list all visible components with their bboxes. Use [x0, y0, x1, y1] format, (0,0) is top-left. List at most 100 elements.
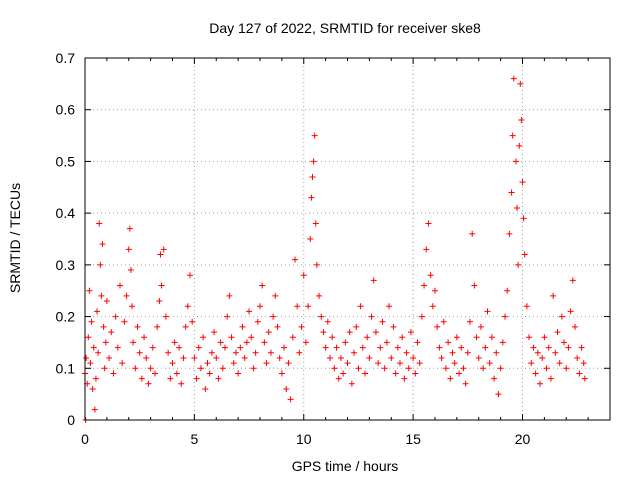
data-point [460, 365, 467, 372]
data-point [86, 287, 93, 294]
data-point [176, 344, 183, 351]
data-point [394, 344, 401, 351]
data-point [375, 360, 382, 367]
data-point [510, 75, 517, 82]
data-point [129, 303, 136, 310]
data-point [224, 313, 231, 320]
data-point [469, 230, 476, 237]
data-point [412, 370, 419, 377]
data-point [145, 380, 152, 387]
data-point [364, 334, 371, 341]
data-point [346, 329, 353, 336]
data-point [449, 349, 456, 356]
data-point [313, 261, 320, 268]
data-point [263, 360, 270, 367]
data-point [239, 323, 246, 330]
data-point [296, 349, 303, 356]
data-point [226, 292, 233, 299]
y-tick-label: 0 [67, 412, 75, 428]
data-point [302, 339, 309, 346]
data-point [117, 282, 123, 289]
data-point [125, 246, 132, 253]
data-point [418, 313, 425, 320]
data-point [143, 354, 150, 361]
data-point [348, 380, 355, 387]
data-point [528, 360, 535, 367]
data-point [530, 344, 537, 351]
data-point [311, 132, 318, 139]
data-point [246, 308, 253, 315]
data-point [552, 349, 559, 356]
data-point [569, 277, 576, 284]
data-point [132, 365, 139, 372]
x-tick-label: 15 [405, 431, 421, 447]
data-point [178, 380, 185, 387]
data-point [254, 318, 261, 325]
data-point [281, 344, 288, 351]
data-point [219, 365, 226, 372]
data-point [523, 303, 530, 310]
data-point [149, 344, 156, 351]
data-point [434, 323, 441, 330]
data-point [508, 189, 515, 196]
data-point [285, 360, 292, 367]
data-point [423, 246, 430, 253]
data-point [276, 354, 283, 361]
data-point [416, 360, 423, 367]
data-point [403, 349, 410, 356]
data-point [520, 215, 527, 222]
data-point [532, 370, 539, 377]
data-point [333, 344, 340, 351]
data-point [97, 261, 104, 268]
data-point [123, 292, 130, 299]
data-point [491, 375, 498, 382]
data-point [462, 380, 469, 387]
data-point [114, 344, 121, 351]
data-point [154, 323, 161, 330]
data-point [344, 360, 351, 367]
data-point [357, 303, 364, 310]
data-point [329, 334, 336, 341]
data-point [157, 251, 164, 258]
data-point [307, 236, 314, 242]
data-point [497, 365, 504, 372]
data-point [211, 329, 218, 336]
data-point [121, 318, 128, 325]
data-point [467, 318, 473, 325]
y-tick-label: 0.2 [56, 309, 76, 325]
data-point [182, 323, 189, 330]
data-point [351, 349, 358, 356]
data-point [222, 344, 228, 351]
y-tick-label: 0.1 [56, 360, 76, 376]
data-point [576, 370, 583, 377]
data-point [310, 158, 317, 165]
data-point [152, 370, 158, 377]
data-point [156, 298, 163, 305]
data-point [390, 323, 397, 330]
data-point [108, 329, 115, 336]
data-point [228, 334, 235, 341]
data-point [322, 344, 329, 351]
y-tick-label: 0.5 [56, 153, 76, 169]
data-point [204, 360, 211, 367]
data-point [340, 370, 347, 377]
data-point [89, 385, 96, 392]
data-point [337, 354, 344, 361]
data-point [456, 370, 463, 377]
data-point [94, 308, 101, 315]
data-point [138, 375, 145, 382]
data-point [272, 292, 279, 299]
data-point [308, 194, 315, 201]
data-point [265, 329, 272, 336]
data-point [561, 339, 568, 346]
data-point [506, 230, 513, 237]
data-point [147, 365, 154, 372]
data-point [547, 375, 554, 382]
data-point [458, 344, 465, 351]
plot-frame [84, 57, 611, 421]
data-point [421, 282, 428, 289]
data-point [91, 406, 98, 413]
data-point [545, 344, 552, 351]
data-point [388, 354, 395, 361]
data-point [316, 292, 323, 299]
